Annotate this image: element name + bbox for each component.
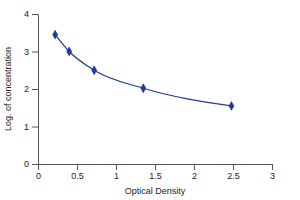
- tick-mark: [194, 164, 195, 170]
- tick: 0: [24, 159, 38, 169]
- tick: 2: [24, 84, 38, 94]
- tick: 3: [24, 47, 38, 57]
- tick-label: 2.5: [227, 171, 240, 181]
- tick-mark: [32, 14, 38, 15]
- tick-mark: [155, 164, 156, 170]
- tick-mark: [38, 164, 39, 170]
- marker: [66, 47, 72, 57]
- axis-line: [38, 15, 39, 165]
- tick: 0: [36, 164, 41, 181]
- tick-label: 3: [24, 47, 29, 57]
- tick-mark: [233, 164, 234, 170]
- tick-mark: [272, 164, 273, 170]
- tick-label: 4: [24, 9, 29, 19]
- tick-label: 2: [192, 171, 197, 181]
- tick-mark: [116, 164, 117, 170]
- tick-mark: [32, 164, 38, 165]
- tick-label: 1: [24, 122, 29, 132]
- marker: [229, 101, 235, 111]
- tick-label: 0: [24, 159, 29, 169]
- tick-label: 2: [24, 84, 29, 94]
- tick: 2.5: [227, 164, 240, 181]
- tick-label: 0: [36, 171, 41, 181]
- line: [55, 35, 231, 106]
- tick: 4: [24, 9, 38, 19]
- tick: 1: [114, 164, 119, 181]
- marker: [140, 83, 146, 93]
- tick: 1: [24, 122, 38, 132]
- chart: 0 0.5 1 1.5 2 2.5 3 0 1 2 3 4 Optical Density Log. of…: [0, 0, 300, 200]
- tick: 3: [270, 164, 275, 181]
- x-axis-title: Optical Density: [125, 186, 186, 196]
- tick: 1.5: [149, 164, 162, 181]
- marker: [91, 65, 97, 75]
- plot: 0 0.5 1 1.5 2 2.5 3 0 1 2 3 4: [24, 9, 275, 181]
- marker: [52, 30, 58, 40]
- tick-label: 1: [114, 171, 119, 181]
- y-axis-title: Log. of concentration: [3, 47, 13, 131]
- y-axis: 0 1 2 3 4: [24, 9, 39, 169]
- tick-label: 3: [270, 171, 275, 181]
- tick-mark: [32, 127, 38, 128]
- tick: 0.5: [71, 164, 84, 181]
- series: [52, 30, 234, 111]
- tick-mark: [32, 89, 38, 90]
- tick-mark: [77, 164, 78, 170]
- tick: 2: [192, 164, 197, 181]
- tick-label: 1.5: [149, 171, 162, 181]
- tick-label: 0.5: [71, 171, 84, 181]
- tick-mark: [32, 52, 38, 53]
- x-axis: 0 0.5 1 1.5 2 2.5 3: [36, 164, 275, 181]
